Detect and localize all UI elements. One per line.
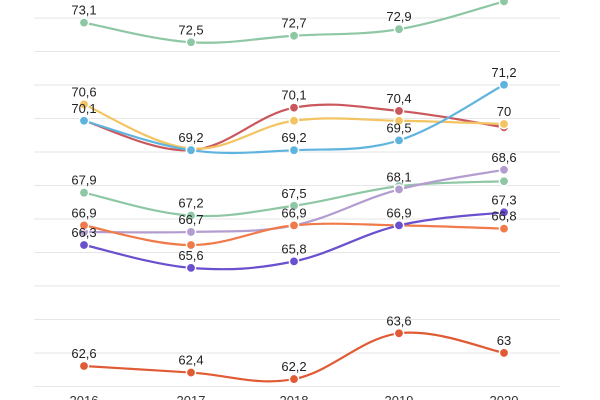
- data-point: [498, 223, 510, 234]
- data-point: [78, 239, 90, 251]
- data-label: 69,2: [178, 130, 203, 145]
- x-tick-label: 2017: [177, 393, 206, 400]
- data-labels: 73,1 72,5 72,7 72,9 70,1 70,4 70,6 70 70,1 69,2 69…: [71, 3, 516, 374]
- data-point: [498, 0, 510, 7]
- data-label: 70,1: [71, 101, 96, 116]
- data-label: 72,5: [178, 22, 203, 37]
- data-point: [498, 118, 510, 130]
- data-label: 66,8: [491, 209, 516, 224]
- data-point: [393, 23, 405, 35]
- x-tick-label: 2018: [280, 393, 309, 400]
- data-label: 68,1: [386, 169, 411, 184]
- data-point: [78, 115, 90, 127]
- data-point: [185, 36, 197, 48]
- data-point: [288, 200, 300, 212]
- x-tick-label: 2020: [490, 393, 519, 400]
- data-point: [78, 17, 90, 28]
- data-label: 66,7: [178, 212, 203, 227]
- data-point: [393, 105, 405, 117]
- data-point: [185, 226, 197, 238]
- data-label: 65,6: [178, 248, 203, 263]
- data-point: [393, 327, 405, 339]
- data-label: 70: [497, 104, 511, 119]
- data-point: [185, 239, 197, 251]
- data-label: 70,1: [281, 88, 306, 103]
- x-tick-label: 2019: [385, 393, 414, 400]
- data-label: 72,7: [281, 16, 306, 31]
- x-tick-label: 2016: [70, 393, 99, 400]
- data-point: [185, 367, 197, 378]
- data-point: [288, 102, 300, 113]
- data-point: [393, 184, 405, 195]
- x-axis-ticks: 2016 2017 2018 2019 2020: [70, 393, 519, 400]
- data-point: [288, 115, 300, 127]
- data-label: 67,9: [71, 173, 96, 188]
- data-point: [288, 144, 300, 156]
- data-label: 66,9: [71, 205, 96, 220]
- data-label: 63,6: [386, 313, 411, 328]
- data-label: 70,4: [386, 91, 411, 106]
- data-label: 68,6: [491, 150, 516, 165]
- data-label: 67,3: [491, 192, 516, 207]
- data-point: [498, 347, 510, 359]
- data-label: 65,8: [281, 241, 306, 256]
- data-label: 62,6: [71, 346, 96, 361]
- data-point: [78, 360, 90, 372]
- data-point: [288, 220, 300, 231]
- data-point: [393, 115, 405, 127]
- data-point: [185, 144, 197, 156]
- data-point: [393, 220, 405, 231]
- data-label: 66,9: [281, 205, 306, 220]
- data-label: 67,2: [178, 196, 203, 211]
- data-point: [288, 30, 300, 42]
- data-point: [78, 99, 90, 110]
- data-label: 70,6: [71, 84, 96, 99]
- data-point: [498, 207, 510, 218]
- data-point: [78, 187, 90, 198]
- data-label: 69,5: [386, 120, 411, 135]
- data-label: 69,2: [281, 130, 306, 145]
- data-label: 66,9: [386, 205, 411, 220]
- data-point: [288, 373, 300, 385]
- data-label: 72,9: [386, 9, 411, 24]
- data-label: 62,4: [178, 353, 203, 368]
- data-point: [78, 220, 90, 231]
- data-point: [498, 175, 510, 187]
- data-points: [78, 0, 510, 385]
- data-point: [185, 210, 197, 221]
- data-label: 62,2: [281, 359, 306, 374]
- data-point: [185, 262, 197, 274]
- data-point: [498, 79, 510, 91]
- data-label: 71,2: [491, 65, 516, 80]
- data-label: 66,3: [71, 225, 96, 240]
- data-point: [288, 256, 300, 267]
- data-label: 67,5: [281, 186, 306, 201]
- data-point: [498, 164, 510, 176]
- data-label: 63: [497, 333, 511, 348]
- data-label: 73,1: [71, 3, 96, 18]
- data-point: [393, 135, 405, 146]
